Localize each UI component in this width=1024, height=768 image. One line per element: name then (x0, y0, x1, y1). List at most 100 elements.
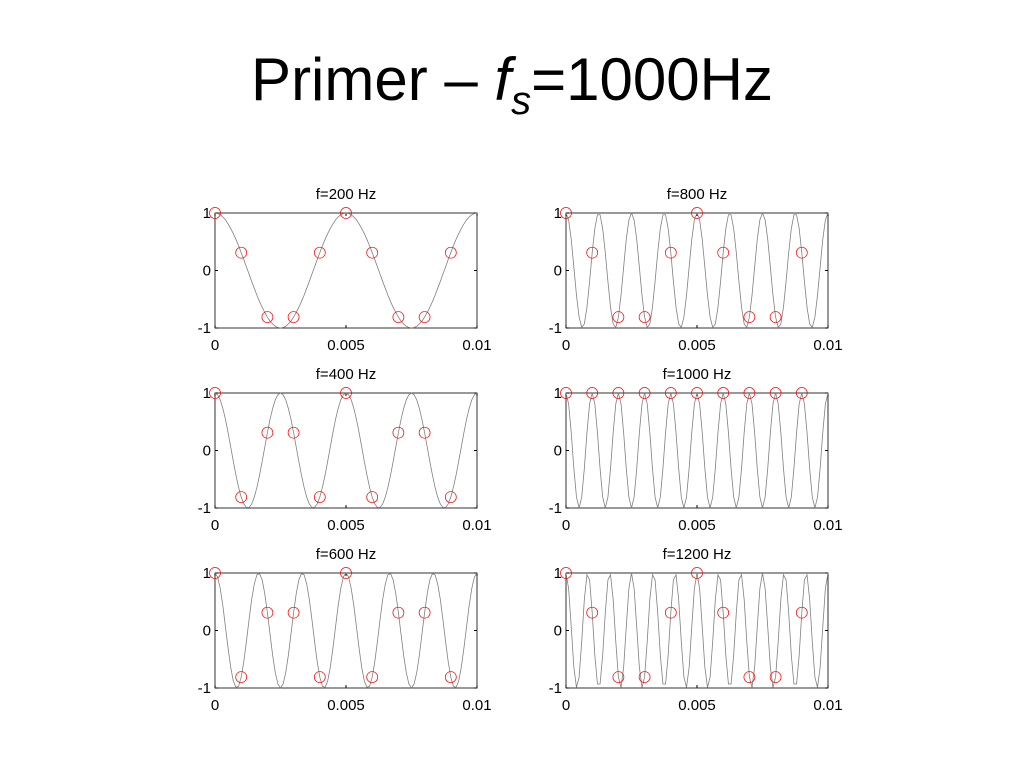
sample-marker (743, 311, 756, 323)
y-tick-label: -1 (549, 320, 562, 337)
sample-marker (560, 567, 572, 579)
sample-marker (366, 671, 379, 683)
signal-line (214, 392, 478, 508)
y-tick-label: 0 (554, 623, 562, 640)
y-tick-label: 0 (203, 623, 211, 640)
sample-marker (717, 387, 730, 399)
x-tick-label: 0.01 (813, 697, 842, 714)
panel-title: f=1200 Hz (663, 546, 732, 563)
sample-marker (313, 671, 326, 683)
sample-marker (664, 606, 677, 619)
x-tick-label: 0 (562, 517, 570, 534)
sample-marker (638, 387, 651, 399)
sample-marker (691, 567, 703, 579)
x-tick-label: 0 (211, 337, 219, 354)
signal-line (214, 212, 478, 329)
sample-marker (444, 246, 457, 259)
x-tick-label: 0.005 (678, 697, 716, 714)
sample-marker (444, 671, 457, 683)
sample-marker (287, 311, 300, 323)
title-suffix: =1000Hz (531, 46, 773, 113)
sample-marker (313, 491, 326, 503)
sample-marker (612, 311, 625, 323)
sample-marker (392, 606, 405, 619)
x-tick-label: 0.01 (462, 337, 491, 354)
x-tick-label: 0.005 (678, 517, 716, 534)
sample-marker (261, 606, 274, 619)
sample-marker (795, 606, 808, 619)
y-tick-label: 0 (203, 443, 211, 460)
x-tick-label: 0.01 (462, 517, 491, 534)
x-tick-label: 0.005 (327, 697, 365, 714)
title-sub: s (511, 79, 531, 123)
sample-marker (586, 606, 599, 619)
sample-marker (261, 311, 274, 323)
sample-marker (366, 246, 379, 259)
sample-marker (313, 246, 326, 259)
slide-title: Primer – fs=1000Hz (251, 46, 773, 123)
sample-marker (209, 567, 221, 579)
sample-marker (209, 207, 221, 219)
y-tick-label: -1 (198, 500, 211, 517)
y-tick-label: -1 (198, 320, 211, 337)
x-tick-label: 0.01 (462, 697, 491, 714)
sample-marker (560, 387, 572, 399)
sample-marker (586, 387, 599, 399)
panel-title: f=400 Hz (316, 366, 376, 383)
sample-marker (586, 246, 599, 259)
signal-line (565, 572, 829, 688)
signal-line (565, 211, 829, 329)
x-tick-label: 0 (562, 337, 570, 354)
panel-title: f=1000 Hz (663, 366, 732, 383)
sample-marker (769, 671, 782, 683)
y-tick-label: 1 (203, 565, 211, 582)
sample-marker (340, 387, 352, 399)
sample-marker (743, 671, 756, 683)
sample-marker (418, 311, 431, 323)
sample-marker (691, 387, 703, 399)
sample-marker (691, 207, 703, 219)
sample-marker (743, 387, 756, 399)
sample-marker (638, 671, 651, 683)
title-var: f (494, 46, 516, 113)
sample-marker (287, 426, 300, 439)
x-tick-label: 0.01 (813, 337, 842, 354)
y-tick-label: -1 (198, 680, 211, 697)
sample-marker (366, 491, 379, 503)
sample-marker (392, 311, 405, 323)
sample-marker (287, 606, 300, 619)
sample-marker (664, 246, 677, 259)
sample-marker (795, 387, 808, 399)
x-tick-label: 0.005 (327, 517, 365, 534)
sample-marker (769, 387, 782, 399)
sample-marker (235, 671, 248, 683)
sample-marker (638, 311, 651, 323)
x-tick-label: 0 (562, 697, 570, 714)
sample-marker (612, 387, 625, 399)
sample-marker (560, 207, 572, 219)
y-tick-label: 0 (554, 443, 562, 460)
sample-marker (717, 246, 730, 259)
sample-marker (444, 491, 457, 503)
sample-marker (340, 207, 352, 219)
signal-line (214, 572, 478, 689)
y-tick-label: 1 (203, 205, 211, 222)
sample-marker (769, 311, 782, 323)
y-tick-label: -1 (549, 680, 562, 697)
y-tick-label: 1 (554, 205, 562, 222)
panel-title: f=600 Hz (316, 546, 376, 563)
sample-marker (235, 246, 248, 259)
sample-marker (235, 491, 248, 503)
title-prefix: Primer – (251, 46, 494, 113)
y-tick-label: 0 (554, 263, 562, 280)
sample-marker (664, 387, 677, 399)
signal-line (565, 392, 829, 509)
sample-marker (340, 567, 352, 579)
sample-marker (418, 426, 431, 439)
sample-marker (717, 606, 730, 619)
sample-marker (612, 671, 625, 683)
x-tick-label: 0 (211, 697, 219, 714)
y-tick-label: 1 (554, 565, 562, 582)
